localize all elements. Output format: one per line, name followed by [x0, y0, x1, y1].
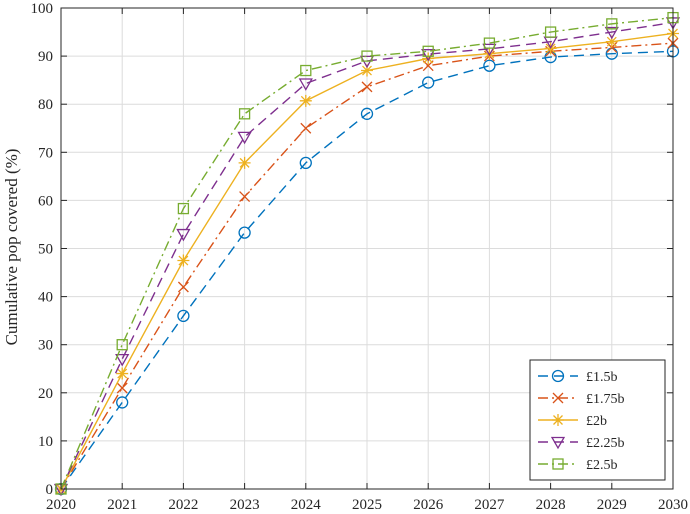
data-point-x	[552, 392, 564, 404]
data-point-x	[361, 81, 373, 93]
x-tick-label: 2020	[46, 497, 76, 513]
legend-item: £1.5b	[538, 369, 618, 385]
y-tick-label: 10	[38, 434, 53, 450]
legend-label: £2b	[586, 414, 607, 429]
y-tick-label: 0	[46, 482, 54, 498]
data-point-triangle	[482, 43, 497, 57]
data-point-x	[116, 382, 128, 394]
data-point-asterisk	[552, 414, 564, 426]
y-axis-label: Cumulative pop covered (%)	[2, 149, 21, 346]
y-tick-label: 20	[38, 386, 53, 402]
data-point-triangle	[115, 353, 130, 367]
data-point-square	[483, 37, 496, 49]
data-point-asterisk	[299, 94, 312, 107]
data-point-asterisk	[422, 52, 435, 65]
data-point-triangle	[298, 78, 313, 91]
x-tick-label: 2029	[597, 497, 627, 513]
data-point-circle	[238, 226, 251, 239]
data-point-triangle	[176, 228, 191, 242]
data-point-circle	[116, 396, 129, 409]
data-point-triangle	[421, 49, 436, 62]
legend-label: £1.75b	[586, 392, 625, 407]
x-tick-label: 2030	[658, 497, 688, 513]
legend-label: £2.25b	[586, 436, 625, 451]
data-point-circle	[299, 156, 312, 170]
legend-item: £2.5b	[538, 458, 618, 473]
x-tick-label: 2024	[291, 497, 322, 513]
data-point-asterisk	[238, 156, 251, 169]
series-line	[60, 16, 674, 490]
x-tick-label: 2026	[413, 497, 444, 513]
data-point-circle	[177, 309, 190, 322]
data-point-circle	[483, 59, 496, 72]
legend: £1.5b £1.75b £2b £2.25b £2.5b	[529, 359, 666, 481]
legend-label: £2.5b	[586, 458, 618, 473]
x-tick-label: 2027	[474, 497, 505, 513]
data-point-square	[606, 18, 618, 30]
y-tick-label: 60	[38, 193, 53, 209]
data-point-x	[300, 122, 312, 134]
legend-item: £2.25b	[538, 436, 625, 451]
x-tick-label: 2028	[536, 497, 566, 513]
y-tick-label: 40	[38, 290, 53, 306]
y-tick-label: 80	[38, 97, 53, 113]
data-point-square	[300, 64, 312, 77]
axes	[60, 7, 674, 490]
x-tick-label: 2023	[230, 497, 260, 513]
data-point-circle	[422, 76, 435, 89]
data-point-asterisk	[605, 35, 618, 48]
data-point-square	[361, 50, 373, 62]
y-tick-label: 30	[38, 338, 53, 354]
data-point-circle	[551, 369, 565, 383]
y-tick-label: 100	[31, 1, 54, 17]
x-tick-label: 2022	[168, 497, 198, 513]
data-point-square	[177, 202, 190, 215]
y-tick-label: 70	[38, 145, 53, 161]
data-point-square	[552, 458, 564, 470]
y-tick-label: 90	[38, 49, 53, 65]
data-point-asterisk	[361, 64, 373, 77]
data-point-triangle	[237, 131, 252, 145]
data-point-square	[116, 339, 128, 351]
data-point-x	[177, 281, 189, 293]
data-point-asterisk	[177, 254, 190, 267]
data-point-x	[239, 191, 251, 203]
y-tick-label: 50	[38, 242, 53, 258]
series-line	[60, 50, 674, 490]
x-tick-label: 2021	[107, 497, 137, 513]
legend-label: £1.5b	[586, 370, 618, 385]
data-point-square	[238, 108, 251, 120]
x-tick-label: 2025	[352, 497, 382, 513]
data-point-circle	[360, 107, 374, 120]
data-point-square	[544, 26, 557, 38]
tick-labels: 2020 2021 2022 2023 2024 2025 2026 2027 2028 2029…	[31, 1, 689, 513]
data-point-square	[422, 45, 434, 57]
data-point-triangle	[604, 26, 619, 40]
legend-item: £2b	[538, 414, 607, 429]
data-point-asterisk	[116, 367, 129, 380]
legend-item: £1.75b	[538, 392, 625, 407]
data-point-triangle	[550, 436, 566, 450]
